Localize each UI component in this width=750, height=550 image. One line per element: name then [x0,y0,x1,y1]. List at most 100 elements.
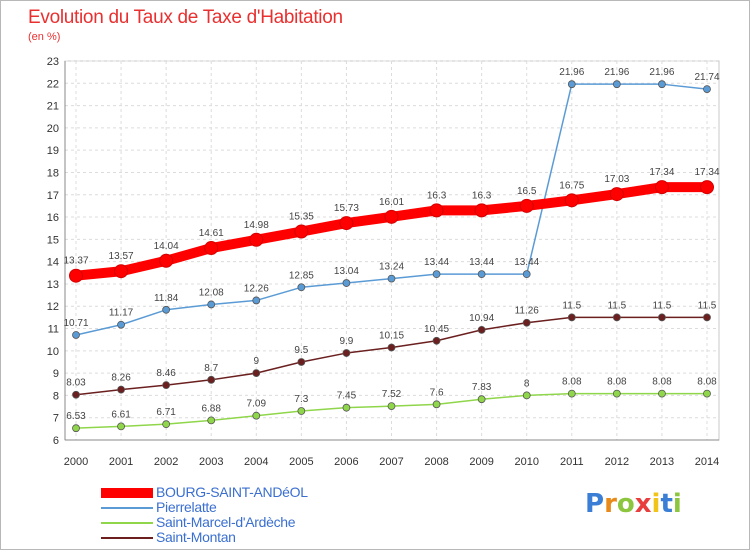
data-point [429,203,444,218]
data-point [609,187,624,202]
data-point [432,336,441,345]
data-label: 6.71 [156,407,176,418]
data-point [567,389,576,398]
data-label: 11.5 [607,300,626,311]
data-point [384,209,399,224]
data-point [162,381,171,390]
data-label: 8.03 [66,378,86,389]
x-tick-label: 2010 [514,456,538,468]
data-label: 17.03 [604,174,629,185]
x-tick-label: 2014 [695,456,719,468]
data-point [567,313,576,322]
y-tick-label: 15 [47,234,59,246]
y-tick-label: 23 [47,56,59,68]
data-point [387,274,396,283]
data-point [477,270,486,279]
data-point [252,411,261,420]
data-point [339,216,354,231]
data-label: 21.74 [694,72,719,83]
data-point [612,80,621,89]
legend-swatch [101,487,153,498]
data-point [207,416,216,425]
x-tick-label: 2001 [109,456,133,468]
y-tick-label: 14 [47,257,59,269]
data-point [432,270,441,279]
data-label: 6.61 [111,409,131,420]
legend-swatch [101,536,153,539]
data-label: 10.45 [424,324,449,335]
y-tick-label: 11 [48,324,59,336]
data-label: 7.52 [382,389,402,400]
legend-label: Pierrelatte [156,499,217,515]
data-label: 14.04 [154,241,179,252]
data-point [252,369,261,378]
data-point [342,349,351,357]
data-point [117,385,125,394]
data-label: 21.96 [604,67,629,78]
data-label: 13.37 [63,256,88,267]
data-point [612,389,621,398]
data-point [658,389,666,398]
y-tick-label: 22 [47,78,59,90]
data-label: 10.94 [469,313,494,324]
data-label: 21.96 [559,67,584,78]
data-label: 12.26 [244,283,269,294]
chart-subtitle: (en %) [28,31,61,43]
data-label: 13.57 [109,251,134,262]
data-point [207,300,216,309]
proxiti-logo: Proxiti [585,489,682,519]
data-label: 7.6 [430,387,444,398]
data-point [162,305,171,314]
y-tick-label: 21 [47,101,59,113]
data-label: 15.73 [334,203,359,214]
data-point [72,390,80,399]
data-label: 17.34 [649,167,674,178]
y-tick-label: 16 [47,212,59,224]
data-label: 8 [524,378,530,389]
data-point [703,313,711,322]
logo-letter: x [634,489,652,519]
data-point [72,331,80,339]
data-label: 8.08 [697,377,717,388]
data-point [700,180,714,195]
legend-label: BOURG-SAINT-ANDéOL [156,484,308,500]
data-label: 16.5 [517,186,537,197]
logo-letter: P [585,489,605,519]
x-tick-label: 2012 [605,456,629,468]
logo-letter: i [672,489,682,519]
data-point [432,400,441,409]
data-point [297,358,306,366]
data-point [249,232,264,247]
data-point [252,296,261,305]
data-label: 11.5 [698,300,717,311]
data-label: 8.08 [652,377,672,388]
data-label: 6.53 [66,411,86,422]
logo-letter: r [604,489,617,519]
data-point [522,318,531,327]
data-point [564,193,579,208]
logo-letter: i [651,489,661,519]
data-point [477,395,486,404]
y-tick-label: 13 [47,279,59,291]
data-label: 14.61 [199,228,224,239]
data-label: 13.44 [469,257,494,268]
data-label: 9.9 [339,336,353,347]
data-point [69,268,83,283]
data-label: 10.71 [63,318,88,329]
data-label: 10.15 [379,330,404,341]
data-label: 13.04 [334,266,359,277]
data-label: 11.5 [562,300,581,311]
plot-area [64,60,720,441]
data-label: 15.35 [289,212,314,223]
line-chart: 6 7 8 9 10 11 12 13 14 15 16 17 18 19 20 21 22 23 2000 2001… [47,56,720,468]
data-point [474,203,489,218]
y-tick-label: 20 [47,123,59,135]
data-label: 21.96 [649,67,674,78]
logo-letter: t [660,489,673,519]
logo-letter: o [616,489,635,519]
data-point [342,279,351,287]
data-point [387,402,396,411]
data-label: 8.26 [111,373,131,384]
data-label: 9.5 [294,345,308,356]
